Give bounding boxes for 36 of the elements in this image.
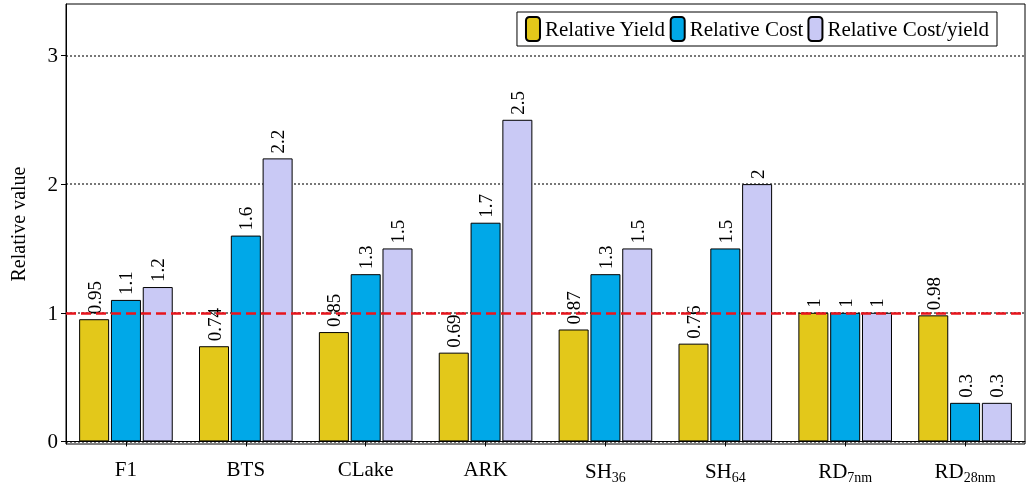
legend-label: Relative Yield xyxy=(544,17,666,41)
data-label: 0.95 xyxy=(83,280,105,315)
data-label: 1.5 xyxy=(386,219,408,244)
data-label: 0.3 xyxy=(986,374,1008,398)
data-label: 0.98 xyxy=(922,277,944,311)
data-label: 0.76 xyxy=(683,305,705,339)
data-label: 0.87 xyxy=(563,291,585,325)
data-label: 0.74 xyxy=(203,307,225,342)
y-tick-label: 0 xyxy=(47,429,58,454)
data-label: 0.3 xyxy=(954,374,976,398)
data-label: 2 xyxy=(746,169,768,180)
data-label: 1 xyxy=(834,298,856,308)
data-label: 0.85 xyxy=(323,293,345,328)
y-axis-title: Relative value xyxy=(7,166,29,282)
data-label: 1.3 xyxy=(594,245,616,270)
x-tick-label: F1 xyxy=(114,456,138,481)
data-label: 1.5 xyxy=(626,219,648,244)
data-label: 1.5 xyxy=(714,219,736,244)
y-tick-label: 2 xyxy=(47,172,58,197)
legend-label: Relative Cost xyxy=(689,17,804,41)
data-label: 2.2 xyxy=(267,129,289,154)
x-tick-label: BTS xyxy=(226,456,266,481)
data-label: 1 xyxy=(802,298,824,308)
y-tick-label: 1 xyxy=(47,300,58,325)
data-label: 1.1 xyxy=(115,271,137,295)
data-label: 0.69 xyxy=(443,314,465,348)
data-label: 1 xyxy=(866,298,888,308)
data-label: 1.2 xyxy=(147,258,169,283)
data-label: 1.3 xyxy=(355,245,377,270)
legend-label: Relative Cost/yield xyxy=(827,17,990,41)
data-label: 1.6 xyxy=(235,206,257,231)
x-tick-label: ARK xyxy=(463,456,508,481)
data-label: 2.5 xyxy=(506,91,528,115)
y-tick-label: 3 xyxy=(47,43,58,68)
x-tick-label: CLake xyxy=(337,456,394,481)
data-label: 1.7 xyxy=(475,193,497,218)
